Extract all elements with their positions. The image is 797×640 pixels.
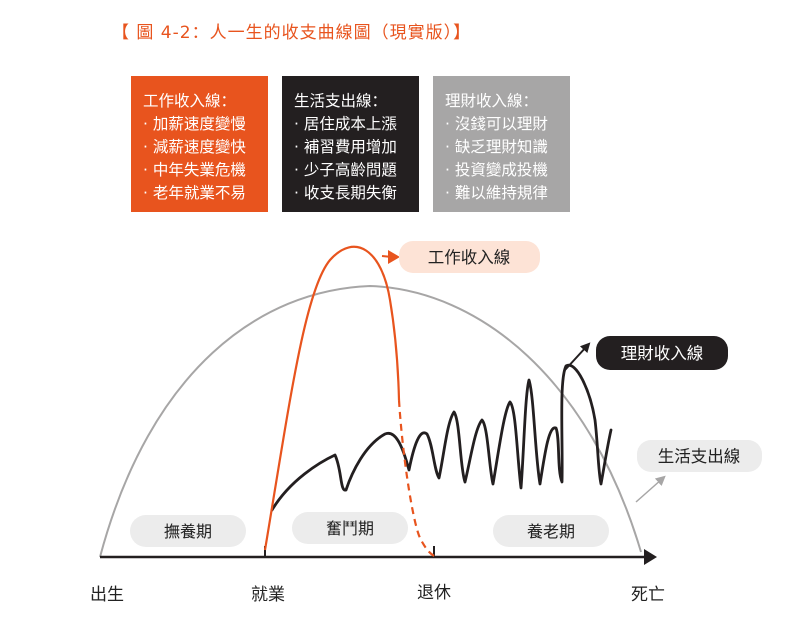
time-axis-arrowhead: [644, 549, 657, 565]
work-income-callout-text: 工作收入線: [428, 248, 511, 267]
box-item: · 缺乏理財知識: [445, 138, 548, 156]
axis-label-retire: 退休: [417, 583, 451, 603]
period-pill-working: [292, 512, 408, 544]
financial-income-callout-text: 理財收入線: [621, 344, 704, 363]
box-heading: 工作收入線：: [143, 92, 237, 110]
box-item: · 沒錢可以理財: [445, 115, 548, 133]
living-expense-line: [99, 284, 642, 558]
work-income-callout: [399, 241, 540, 273]
work-income-arrowhead: [388, 250, 400, 264]
living-expense-box: 生活支出線： · 居住成本上漲 · 補習費用增加 · 少子高齡問題 · 收支長期…: [282, 76, 419, 212]
box-heading: 生活支出線：: [294, 92, 388, 110]
box-item: · 補習費用增加: [294, 138, 397, 156]
box-item: · 加薪速度變慢: [143, 115, 246, 133]
box-item: · 居住成本上漲: [294, 115, 397, 133]
living-expense-callout-text: 生活支出線: [658, 447, 741, 466]
work-income-line-solid: [263, 245, 401, 551]
period-label-working: 奮鬥期: [326, 519, 374, 538]
box-item: · 中年失業危機: [143, 161, 246, 179]
box-item: · 減薪速度變快: [143, 138, 246, 156]
box-item: · 少子高齡問題: [294, 161, 397, 179]
financial-income-box: 理財收入線： · 沒錢可以理財 · 缺乏理財知識 · 投資變成投機 · 難以維持…: [433, 76, 570, 212]
axis-label-birth: 出生: [90, 585, 124, 605]
box-heading: 理財收入線：: [445, 92, 539, 110]
period-label-childhood: 撫養期: [164, 522, 212, 541]
work-income-box: 工作收入線： · 加薪速度變慢 · 減薪速度變快 · 中年失業危機 · 老年就業…: [131, 76, 268, 212]
box-item: · 難以維持規律: [445, 184, 548, 202]
axis-label-death: 死亡: [631, 585, 665, 605]
financial-income-line: [270, 363, 613, 512]
figure-title: 【 圖 4-2：人一生的收支曲線圖（現實版）】: [112, 23, 472, 43]
axis-label-employment: 就業: [251, 585, 285, 605]
living-expense-arrow: [635, 475, 666, 503]
financial-income-arrow: [564, 342, 591, 371]
period-pill-childhood: [130, 515, 246, 547]
work-income-line-dashed: [397, 399, 438, 559]
financial-income-callout: [596, 336, 728, 370]
box-item: · 收支長期失衡: [294, 184, 397, 202]
living-expense-callout: [637, 440, 762, 472]
period-label-retirement: 養老期: [527, 522, 575, 541]
period-pill-retirement: [493, 515, 609, 547]
box-item: · 投資變成投機: [445, 161, 548, 179]
box-item: · 老年就業不易: [143, 184, 246, 202]
